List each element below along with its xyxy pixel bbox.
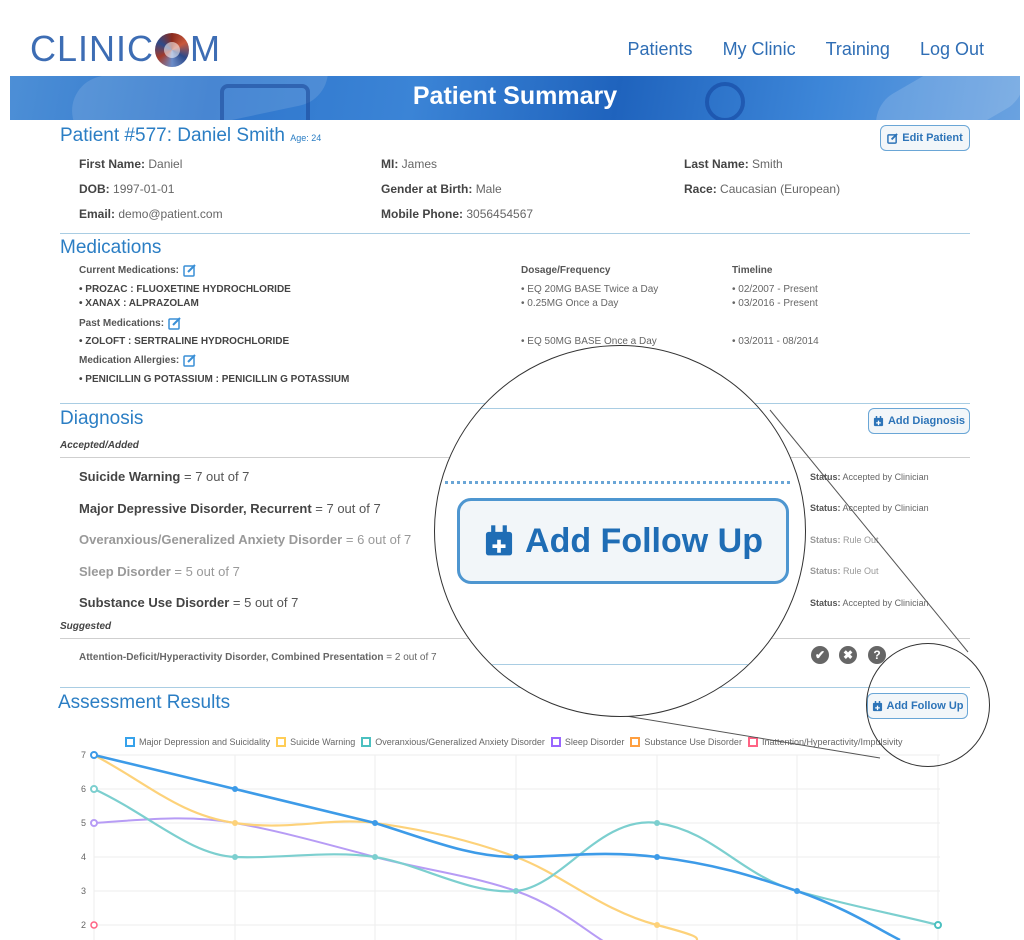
assessment-title: Assessment Results — [58, 692, 231, 713]
dosage-item: • EQ 20MG BASE Twice a Day — [521, 284, 659, 295]
calendar-plus-icon — [485, 525, 513, 556]
edit-patient-button[interactable]: Edit Patient — [880, 125, 970, 151]
field-race: Race: Caucasian (European) — [684, 182, 841, 196]
edit-past-medications-icon[interactable] — [168, 317, 182, 330]
medication-allergies-label: Medication Allergies: — [79, 354, 197, 367]
diagnosis-status: Status: Rule Out — [810, 566, 879, 576]
chart-grid — [93, 754, 940, 940]
magnified-dotted-line — [445, 481, 790, 484]
current-medication-item: • PROZAC : FLUOXETINE HYDROCHLORIDE — [79, 284, 291, 295]
field-dob: DOB: 1997-01-01 — [79, 182, 175, 196]
svg-text:7: 7 — [81, 750, 86, 760]
magnified-button-label: Add Follow Up — [525, 521, 763, 560]
field-first-name: First Name: Daniel — [79, 157, 183, 171]
legend-item[interactable]: Major Depression and Suicidality — [125, 737, 270, 747]
diagnosis-item[interactable]: Overanxious/Generalized Anxiety Disorder… — [79, 532, 412, 547]
magnifier-callout: Add Follow Up — [434, 345, 806, 717]
reject-icon[interactable]: ✖ — [839, 646, 857, 664]
field-gender: Gender at Birth: Male — [381, 182, 502, 196]
diagnosis-status: Status: Accepted by Clinician — [810, 472, 929, 482]
field-last-name: Last Name: Smith — [684, 157, 783, 171]
add-diagnosis-label: Add Diagnosis — [887, 415, 965, 427]
nav-training[interactable]: Training — [825, 39, 890, 59]
page-title: Patient Summary — [412, 82, 618, 110]
magnified-divider — [435, 664, 805, 665]
y-axis-ticks: 7 6 5 4 3 2 — [81, 750, 86, 930]
data-points — [90, 751, 942, 929]
diagnosis-item[interactable]: Sleep Disorder = 5 out of 7 — [79, 564, 240, 579]
calendar-plus-icon — [873, 415, 884, 426]
svg-text:3: 3 — [81, 886, 86, 896]
stethoscope-decoration-icon — [705, 82, 745, 120]
assessment-line-chart: 7 6 5 4 3 2 — [81, 750, 942, 940]
legend-item[interactable]: Sleep Disorder — [550, 737, 624, 747]
diagnosis-title: Diagnosis — [60, 408, 144, 429]
edit-icon — [887, 132, 898, 144]
series-suicide-warning — [93, 754, 699, 940]
nav-patients[interactable]: Patients — [627, 39, 693, 59]
past-medication-item: • ZOLOFT : SERTRALINE HYDROCHLORIDE — [79, 336, 290, 347]
diagnosis-item[interactable]: Major Depressive Disorder, Recurrent = 7… — [79, 501, 381, 516]
field-email: Email: demo@patient.com — [79, 207, 223, 221]
timeline-item: • 02/2007 - Present — [732, 284, 818, 295]
edit-allergies-icon[interactable] — [183, 354, 197, 367]
top-bar: CLINIC M Patients My Clinic Training Log … — [0, 0, 1024, 76]
dosage-header: Dosage/Frequency — [521, 265, 611, 276]
diagnosis-item[interactable]: Suicide Warning = 7 out of 7 — [79, 469, 250, 484]
past-medications-label: Past Medications: — [79, 317, 182, 330]
dosage-item: • EQ 50MG BASE Once a Day — [521, 336, 657, 347]
diagnosis-status: Status: Rule Out — [810, 535, 879, 545]
edit-current-medications-icon[interactable] — [183, 264, 197, 277]
section-divider — [60, 233, 970, 234]
allergy-item: • PENICILLIN G POTASSIUM : PENICILLIN G … — [79, 374, 350, 385]
accept-icon[interactable]: ✔ — [811, 646, 829, 664]
magnifier-source-circle — [866, 643, 990, 767]
timeline-item: • 03/2011 - 08/2014 — [732, 336, 819, 347]
logo-swirl-icon — [155, 33, 190, 67]
clipboard-decoration-icon — [220, 84, 310, 120]
timeline-item: • 03/2016 - Present — [732, 298, 818, 309]
suggested-label: Suggested — [60, 621, 112, 632]
current-medication-item: • XANAX : ALPRAZOLAM — [79, 298, 199, 309]
add-diagnosis-button[interactable]: Add Diagnosis — [868, 408, 970, 434]
page-banner: Patient Summary — [10, 76, 1020, 120]
diagnosis-item[interactable]: Substance Use Disorder = 5 out of 7 — [79, 595, 299, 610]
current-medications-label: Current Medications: — [79, 264, 197, 277]
suggested-diagnosis-item: Attention-Deficit/Hyperactivity Disorder… — [79, 652, 437, 663]
diagnosis-status: Status: Accepted by Clinician — [810, 503, 929, 513]
medications-title: Medications — [60, 237, 162, 258]
nav-my-clinic[interactable]: My Clinic — [722, 39, 796, 59]
edit-patient-label: Edit Patient — [902, 132, 963, 144]
series-major-depression — [93, 753, 901, 940]
patient-title: Patient #577: Daniel Smith Age: 24 — [60, 125, 321, 147]
magnified-divider — [435, 408, 805, 409]
logo-text-left: CLINIC — [30, 28, 155, 69]
legend-item[interactable]: Suicide Warning — [276, 737, 355, 747]
dosage-item: • 0.25MG Once a Day — [521, 298, 619, 309]
field-mi: MI: James — [381, 157, 438, 171]
main-nav: Patients My Clinic Training Log Out — [628, 39, 984, 60]
legend-item[interactable]: Overanxious/Generalized Anxiety Disorder — [361, 737, 545, 747]
section-divider — [60, 687, 970, 688]
svg-text:5: 5 — [81, 818, 86, 828]
nav-log-out[interactable]: Log Out — [919, 39, 984, 59]
logo-text-right: M — [190, 28, 222, 69]
patient-name: Patient #577: Daniel Smith — [60, 125, 285, 146]
patient-age: Age: 24 — [290, 133, 322, 143]
magnified-add-follow-up-button[interactable]: Add Follow Up — [457, 498, 789, 584]
accepted-added-label: Accepted/Added — [60, 440, 139, 451]
svg-text:2: 2 — [81, 920, 86, 930]
svg-text:4: 4 — [81, 852, 86, 862]
svg-text:6: 6 — [81, 784, 86, 794]
field-phone: Mobile Phone: 3056454567 — [381, 207, 534, 221]
diagnosis-status: Status: Accepted by Clinician — [810, 598, 929, 608]
clinicom-logo[interactable]: CLINIC M — [30, 28, 221, 70]
series-sleep-disorder — [93, 817, 604, 940]
timeline-header: Timeline — [732, 265, 773, 276]
